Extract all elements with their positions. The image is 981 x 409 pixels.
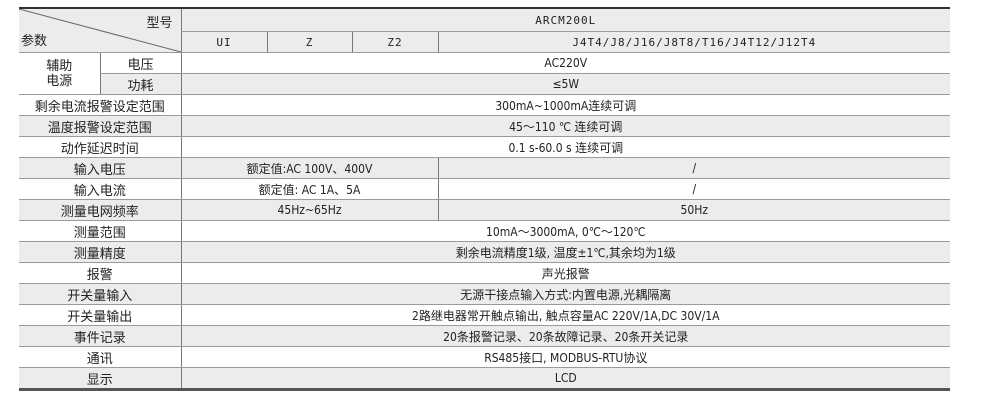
table-row: 通讯 RS485接口, MODBUS-RTU协议 (19, 346, 951, 368)
model-ui: UI (180, 31, 267, 53)
row-value: 300mA~1000mA连续可调 (180, 94, 951, 116)
row-value-b: / (437, 178, 951, 200)
table-row: 显示 LCD (19, 367, 951, 390)
series-name: ARCM200L (180, 8, 951, 32)
row-label: 显示 (19, 367, 181, 390)
voltage-value: AC220V (180, 52, 951, 74)
row-label: 测量电网频率 (19, 199, 181, 221)
model-label: 型号 (146, 16, 173, 31)
row-value: 2路继电器常开触点输出, 触点容量AC 220V/1A,DC 30V/1A (180, 304, 951, 326)
row-label: 动作延迟时间 (19, 136, 181, 158)
row-aux-power: 功耗 ≤5W (19, 73, 951, 95)
table-row: 事件记录 20条报警记录、20条故障记录、20条开关记录 (19, 325, 951, 347)
row-value: 剩余电流精度1级, 温度±1℃,其余均为1级 (180, 241, 951, 263)
row-value: 无源干接点输入方式:内置电源,光耦隔离 (180, 283, 951, 305)
model-row: UI Z Z2 J4T4/J8/J16/J8T8/T16/J4T12/J12T4 (19, 31, 951, 53)
model-j: J4T4/J8/J16/J8T8/T16/J4T12/J12T4 (437, 31, 951, 53)
param-label: 参数 (21, 34, 48, 49)
table-row: 温度报警设定范围 45～110 ℃ 连续可调 (19, 115, 951, 137)
table-row: 开关量输出 2路继电器常开触点输出, 触点容量AC 220V/1A,DC 30V/… (19, 304, 951, 326)
row-value-b: 50Hz (437, 199, 951, 221)
row-value-a: 额定值: AC 1A、5A (180, 178, 438, 200)
table-row: 剩余电流报警设定范围 300mA~1000mA连续可调 (19, 94, 951, 116)
row-value: 10mA～3000mA, 0℃～120℃ (180, 220, 951, 242)
row-aux-voltage: 辅助电源 电压 AC220V (19, 52, 951, 95)
header-row: 型号 参数 ARCM200L (19, 8, 951, 53)
row-label: 测量精度 (19, 241, 181, 263)
power-value: ≤5W (180, 73, 951, 95)
spec-table: 型号 参数 ARCM200L UI Z Z2 J4T4/J8/J16/J8T8/… (19, 7, 951, 391)
row-label: 测量范围 (19, 220, 181, 242)
voltage-label: 电压 (99, 52, 181, 74)
aux-power-label: 辅助电源 (19, 52, 100, 95)
row-value-b: / (437, 157, 951, 179)
model-z2: Z2 (351, 31, 438, 53)
table-row: 测量精度 剩余电流精度1级, 温度±1℃,其余均为1级 (19, 241, 951, 263)
row-label: 事件记录 (19, 325, 181, 347)
row-value: RS485接口, MODBUS-RTU协议 (180, 346, 951, 368)
row-label: 剩余电流报警设定范围 (19, 94, 181, 116)
row-value: 声光报警 (180, 262, 951, 284)
row-value: LCD (180, 367, 951, 390)
row-value-a: 额定值:AC 100V、400V (180, 157, 438, 179)
row-label: 开关量输入 (19, 283, 181, 305)
row-label: 开关量输出 (19, 304, 181, 326)
table-row: 报警 声光报警 (19, 262, 951, 284)
row-label: 温度报警设定范围 (19, 115, 181, 137)
row-value: 20条报警记录、20条故障记录、20条开关记录 (180, 325, 951, 347)
row-label: 报警 (19, 262, 181, 284)
model-z: Z (266, 31, 352, 53)
table-row: 测量范围 10mA～3000mA, 0℃～120℃ (19, 220, 951, 242)
row-label: 通讯 (19, 346, 181, 368)
table-row: 动作延迟时间 0.1 s-60.0 s 连续可调 (19, 136, 951, 158)
power-label: 功耗 (99, 73, 181, 95)
table-row: 测量电网频率 45Hz~65Hz 50Hz (19, 199, 951, 221)
row-value: 45～110 ℃ 连续可调 (180, 115, 951, 137)
diagonal-header-cell: 型号 参数 (19, 8, 181, 53)
row-label: 输入电流 (19, 178, 181, 200)
table-row: 开关量输入 无源干接点输入方式:内置电源,光耦隔离 (19, 283, 951, 305)
diagonal-line (19, 9, 181, 52)
row-value: 0.1 s-60.0 s 连续可调 (180, 136, 951, 158)
table-row: 输入电流 额定值: AC 1A、5A / (19, 178, 951, 200)
row-label: 输入电压 (19, 157, 181, 179)
row-value-a: 45Hz~65Hz (180, 199, 438, 221)
table-row: 输入电压 额定值:AC 100V、400V / (19, 157, 951, 179)
